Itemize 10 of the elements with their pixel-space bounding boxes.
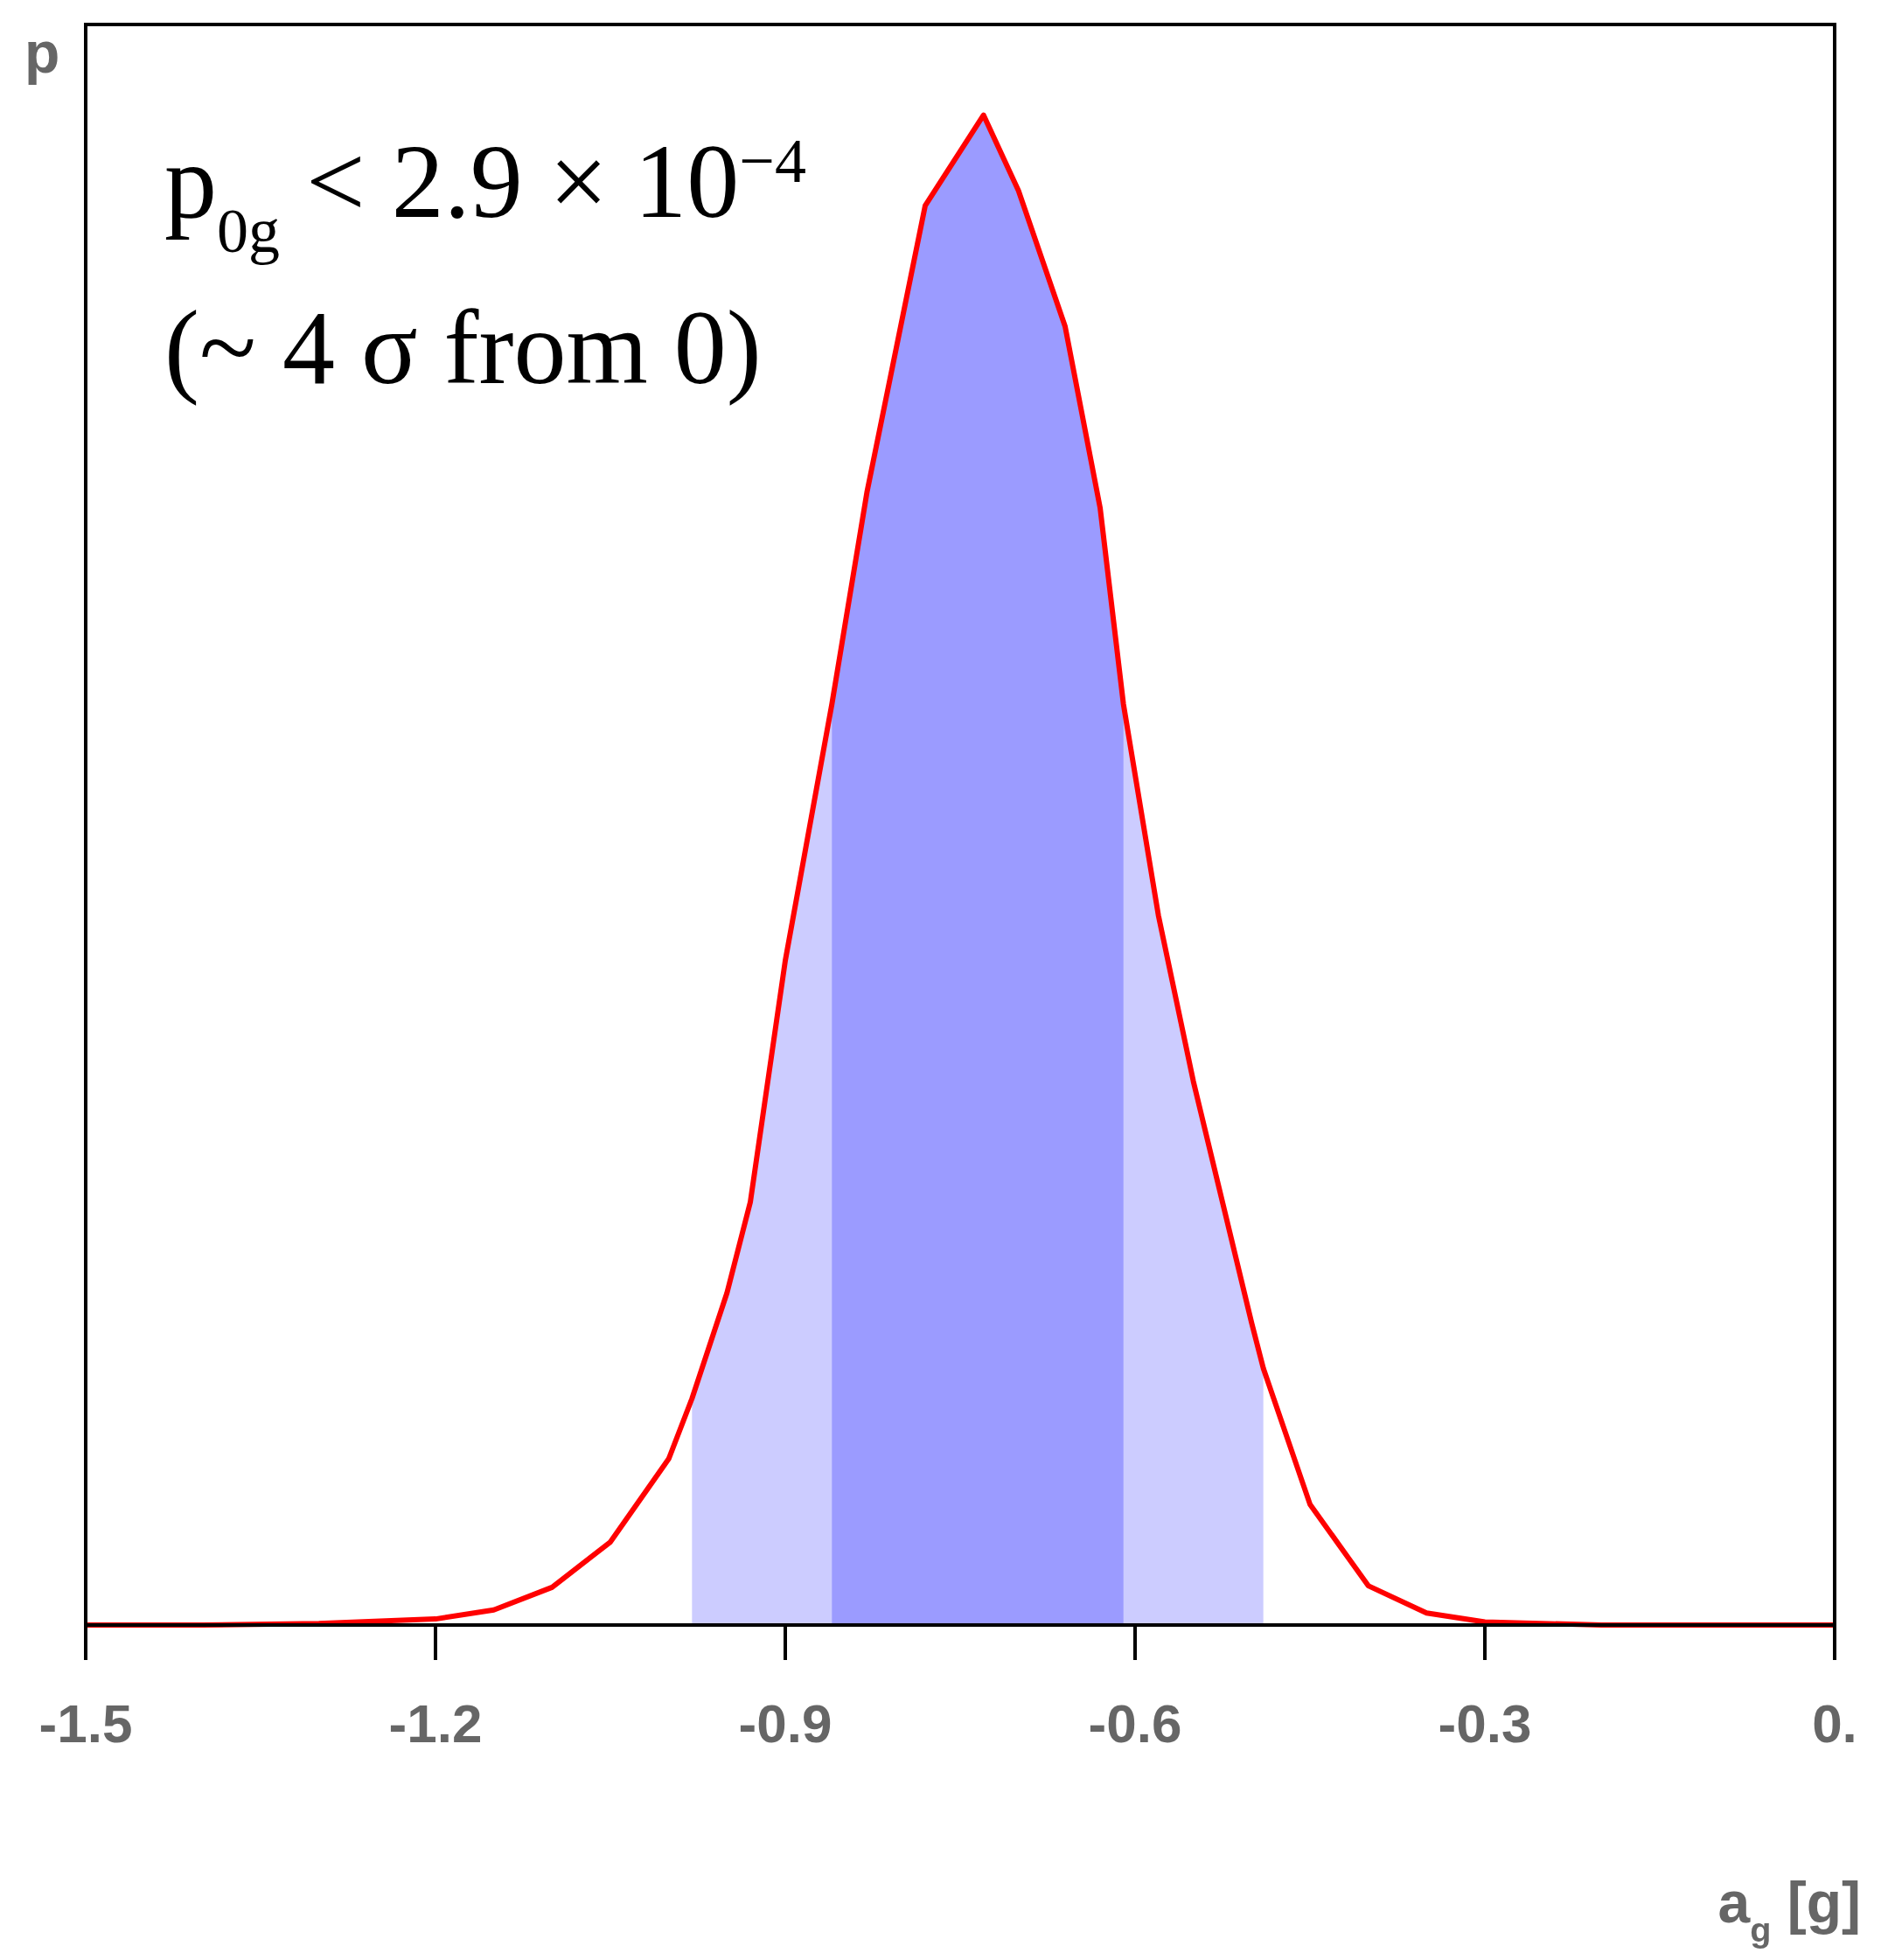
x-tick-label: -1.5 xyxy=(38,1693,133,1754)
x-axis-title: a$_{g}$[g] xyxy=(1717,1870,1861,1949)
x-tick-label: 0. xyxy=(1812,1693,1857,1754)
y-axis-title: p xyxy=(24,20,60,85)
annotation: (~ 4 σ from 0) xyxy=(164,289,762,406)
x-tick-label: -0.9 xyxy=(738,1693,833,1754)
annotation: p$_{0g}$ < 2.9 × 10$^{−4}$ xyxy=(164,123,806,266)
x-tick-label: -1.2 xyxy=(388,1693,483,1754)
x-tick-label: -0.6 xyxy=(1088,1693,1182,1754)
x-tick-label: -0.3 xyxy=(1438,1693,1532,1754)
